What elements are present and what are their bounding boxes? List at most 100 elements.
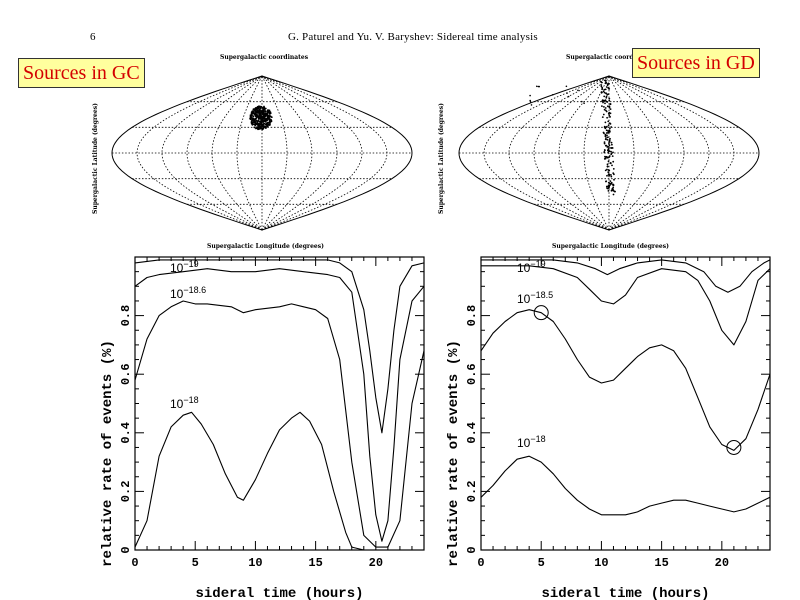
source-dot	[604, 107, 607, 109]
chart-right: 0 5 10 15 20 0 0.2 0.4 0.6 0.8 sideral time (hours…	[446, 256, 771, 600]
source-dot	[604, 79, 607, 82]
source-dot	[605, 180, 607, 183]
source-dot	[607, 160, 610, 163]
source-dot	[255, 127, 257, 130]
source-dot	[251, 119, 254, 121]
label-sources-gc: Sources in GC	[18, 58, 145, 88]
sky-map-meridian	[608, 75, 710, 231]
source-dot	[266, 125, 268, 128]
source-dot	[529, 101, 532, 103]
sky-map-right	[458, 75, 760, 231]
source-dot	[608, 99, 611, 102]
source-dot	[269, 113, 271, 115]
source-dot	[529, 99, 531, 102]
source-dot	[601, 91, 603, 94]
source-dot	[566, 92, 568, 94]
source-dot	[610, 147, 612, 149]
source-dot	[606, 93, 609, 96]
source-dot	[611, 187, 614, 190]
source-dot	[249, 115, 252, 117]
source-dot	[612, 151, 614, 154]
source-dot	[257, 127, 260, 129]
y-axis-label: relative rate of events (%)	[446, 340, 462, 567]
source-dot	[610, 150, 612, 153]
sky-map-left	[111, 75, 413, 231]
source-dot	[270, 116, 273, 119]
source-dot	[258, 114, 261, 117]
source-dot	[538, 85, 540, 88]
source-dot	[607, 148, 610, 151]
source-dot	[604, 102, 606, 105]
source-dot	[253, 108, 256, 111]
y-axis-label: relative rate of events (%)	[100, 340, 116, 567]
series-line	[481, 259, 771, 293]
source-dot	[603, 88, 606, 91]
source-dot	[264, 110, 266, 113]
source-dot	[612, 160, 615, 163]
source-dot	[536, 85, 538, 88]
x-tick-label: 10	[594, 556, 608, 570]
source-dot	[604, 144, 607, 147]
source-dot	[581, 100, 583, 103]
source-dot	[257, 117, 260, 120]
source-dot	[583, 102, 585, 105]
source-dot	[264, 115, 267, 117]
source-dot	[266, 124, 268, 127]
source-dot	[603, 141, 606, 144]
source-dot	[263, 106, 266, 109]
sky-map-left-title: Supergalactic coordinates	[220, 54, 309, 61]
source-dot	[551, 94, 554, 96]
source-dot	[607, 187, 610, 190]
page-number: 6	[90, 31, 96, 43]
source-dot	[605, 109, 607, 112]
source-dot	[258, 109, 261, 112]
source-dot	[607, 173, 610, 176]
source-dot	[604, 88, 607, 91]
source-dot	[610, 152, 613, 155]
x-tick-label: 10	[248, 556, 262, 570]
y-tick-label: 0.4	[119, 422, 133, 444]
source-dot	[252, 115, 254, 117]
source-dot	[607, 150, 610, 153]
source-dot	[610, 126, 613, 128]
x-tick-label: 15	[654, 556, 668, 570]
source-dot	[602, 90, 605, 93]
source-dot	[253, 112, 256, 115]
source-dot	[530, 104, 533, 106]
source-dot	[609, 162, 612, 164]
source-dot	[609, 116, 611, 118]
sky-map-left-xlabel: Supergalactic Longitude (degrees)	[207, 243, 324, 250]
sky-map-meridian	[483, 75, 610, 231]
source-dot	[604, 99, 607, 102]
source-dot	[608, 144, 611, 147]
source-dot	[612, 168, 615, 170]
x-tick-label: 0	[131, 556, 138, 570]
source-dot	[257, 110, 259, 112]
source-dot	[260, 116, 262, 119]
source-dot	[600, 80, 602, 83]
source-dot	[265, 112, 267, 114]
series-label-exponent: −19	[530, 259, 545, 269]
source-dot	[610, 174, 612, 176]
source-dot	[266, 117, 269, 120]
source-dot	[609, 127, 611, 130]
source-dot	[600, 84, 603, 86]
source-dot	[260, 126, 262, 128]
source-dot	[607, 120, 610, 123]
y-tick-label: 0.2	[465, 481, 479, 503]
source-dot	[603, 106, 605, 108]
source-dot	[259, 107, 262, 110]
source-dot	[611, 155, 614, 158]
series-label-exponent: −18	[530, 434, 545, 444]
source-dot	[262, 127, 264, 130]
sky-map-right-xlabel: Supergalactic Longitude (degrees)	[552, 243, 669, 250]
series-line	[134, 300, 425, 548]
source-dot	[606, 163, 609, 166]
source-dot	[606, 165, 609, 168]
source-dot	[608, 140, 611, 143]
source-dot	[603, 95, 606, 98]
source-dot	[605, 86, 608, 88]
source-dot	[257, 111, 260, 114]
source-dot	[601, 88, 603, 91]
